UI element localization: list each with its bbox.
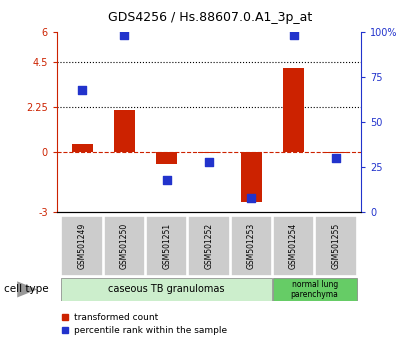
Point	[79, 87, 85, 92]
Text: GSM501251: GSM501251	[162, 223, 171, 269]
Legend: transformed count, percentile rank within the sample: transformed count, percentile rank withi…	[57, 309, 231, 339]
Text: GDS4256 / Hs.88607.0.A1_3p_at: GDS4256 / Hs.88607.0.A1_3p_at	[108, 11, 312, 24]
Text: GSM501250: GSM501250	[120, 223, 129, 269]
Point	[248, 195, 255, 201]
Text: GSM501253: GSM501253	[247, 223, 256, 269]
Point	[163, 177, 170, 183]
Bar	[198, 152, 220, 153]
Text: GSM501249: GSM501249	[78, 223, 87, 269]
Bar	[146, 216, 187, 276]
Polygon shape	[17, 281, 37, 297]
Bar	[114, 110, 135, 152]
Bar	[315, 216, 357, 276]
Bar	[273, 278, 357, 301]
Bar	[325, 152, 346, 153]
Bar	[241, 152, 262, 202]
Bar	[61, 278, 272, 301]
Point	[206, 159, 213, 165]
Point	[121, 33, 128, 38]
Point	[333, 155, 339, 161]
Bar	[104, 216, 145, 276]
Bar	[188, 216, 230, 276]
Text: GSM501252: GSM501252	[205, 223, 213, 269]
Text: GSM501255: GSM501255	[331, 223, 340, 269]
Text: normal lung
parenchyma: normal lung parenchyma	[291, 280, 339, 299]
Bar	[283, 68, 304, 152]
Text: caseous TB granulomas: caseous TB granulomas	[108, 284, 225, 295]
Bar	[71, 144, 93, 152]
Bar	[61, 216, 103, 276]
Text: cell type: cell type	[4, 284, 49, 295]
Bar	[273, 216, 314, 276]
Bar	[156, 152, 177, 164]
Point	[290, 33, 297, 38]
Bar	[231, 216, 272, 276]
Text: GSM501254: GSM501254	[289, 223, 298, 269]
